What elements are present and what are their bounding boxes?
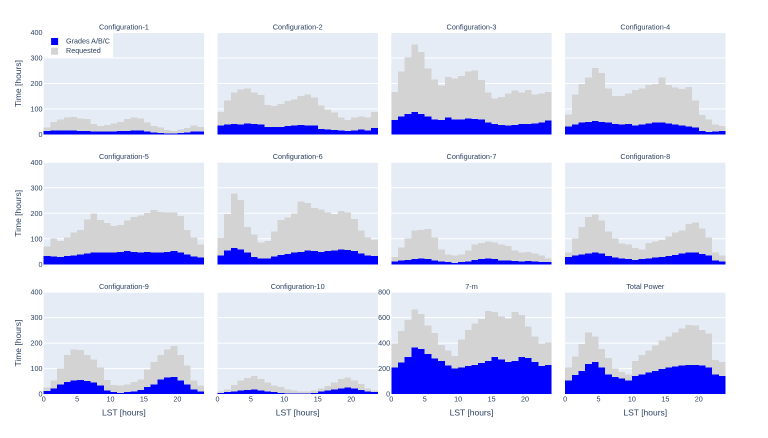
svg-text:5: 5: [249, 395, 253, 404]
svg-text:Grades A/B/C: Grades A/B/C: [66, 37, 110, 46]
svg-text:LST [hours]: LST [hours]: [450, 407, 494, 417]
svg-text:Time [hours]: Time [hours]: [13, 320, 23, 367]
svg-text:0: 0: [39, 390, 43, 399]
svg-text:300: 300: [31, 183, 43, 192]
svg-text:Configuration-1: Configuration-1: [99, 22, 149, 31]
svg-text:10: 10: [628, 395, 636, 404]
svg-text:20: 20: [521, 395, 529, 404]
svg-text:200: 200: [31, 209, 43, 218]
svg-text:LST [hours]: LST [hours]: [623, 407, 667, 417]
svg-text:400: 400: [31, 288, 43, 297]
svg-text:400: 400: [31, 28, 43, 37]
svg-text:100: 100: [31, 364, 43, 373]
svg-text:300: 300: [31, 54, 43, 63]
svg-text:800: 800: [378, 288, 390, 297]
svg-text:300: 300: [31, 313, 43, 322]
svg-text:Time [hours]: Time [hours]: [13, 190, 23, 237]
svg-text:200: 200: [31, 339, 43, 348]
svg-text:400: 400: [378, 339, 390, 348]
svg-text:Time [hours]: Time [hours]: [13, 60, 23, 107]
svg-text:5: 5: [597, 395, 601, 404]
svg-text:Configuration-7: Configuration-7: [447, 152, 497, 161]
svg-text:10: 10: [280, 395, 288, 404]
svg-text:400: 400: [31, 158, 43, 167]
svg-text:Configuration-6: Configuration-6: [273, 152, 323, 161]
svg-text:15: 15: [314, 395, 322, 404]
svg-text:Configuration-2: Configuration-2: [273, 22, 323, 31]
svg-text:Configuration-3: Configuration-3: [447, 22, 497, 31]
svg-text:0: 0: [389, 395, 393, 404]
svg-text:0: 0: [39, 260, 43, 269]
svg-text:200: 200: [378, 364, 390, 373]
svg-text:0: 0: [39, 130, 43, 139]
svg-text:Total Power: Total Power: [626, 282, 665, 291]
svg-text:Configuration-4: Configuration-4: [620, 22, 670, 31]
svg-text:0: 0: [386, 390, 390, 399]
svg-text:100: 100: [31, 234, 43, 243]
svg-text:15: 15: [661, 395, 669, 404]
svg-text:Configuration-8: Configuration-8: [620, 152, 670, 161]
svg-text:LST [hours]: LST [hours]: [102, 407, 146, 417]
svg-text:Configuration-9: Configuration-9: [99, 282, 149, 291]
svg-text:15: 15: [140, 395, 148, 404]
svg-text:Requested: Requested: [66, 46, 101, 55]
svg-text:0: 0: [216, 395, 220, 404]
svg-text:Configuration-5: Configuration-5: [99, 152, 149, 161]
svg-text:10: 10: [454, 395, 462, 404]
svg-text:15: 15: [488, 395, 496, 404]
svg-text:5: 5: [423, 395, 427, 404]
svg-text:20: 20: [695, 395, 703, 404]
svg-text:5: 5: [75, 395, 79, 404]
svg-text:600: 600: [378, 313, 390, 322]
svg-text:20: 20: [347, 395, 355, 404]
svg-text:10: 10: [107, 395, 115, 404]
svg-text:0: 0: [42, 395, 46, 404]
svg-text:LST [hours]: LST [hours]: [276, 407, 320, 417]
svg-text:Configuration-10: Configuration-10: [271, 282, 325, 291]
svg-text:200: 200: [31, 79, 43, 88]
svg-text:7-m: 7-m: [465, 282, 478, 291]
svg-text:20: 20: [173, 395, 181, 404]
svg-text:0: 0: [563, 395, 567, 404]
svg-text:100: 100: [31, 105, 43, 114]
